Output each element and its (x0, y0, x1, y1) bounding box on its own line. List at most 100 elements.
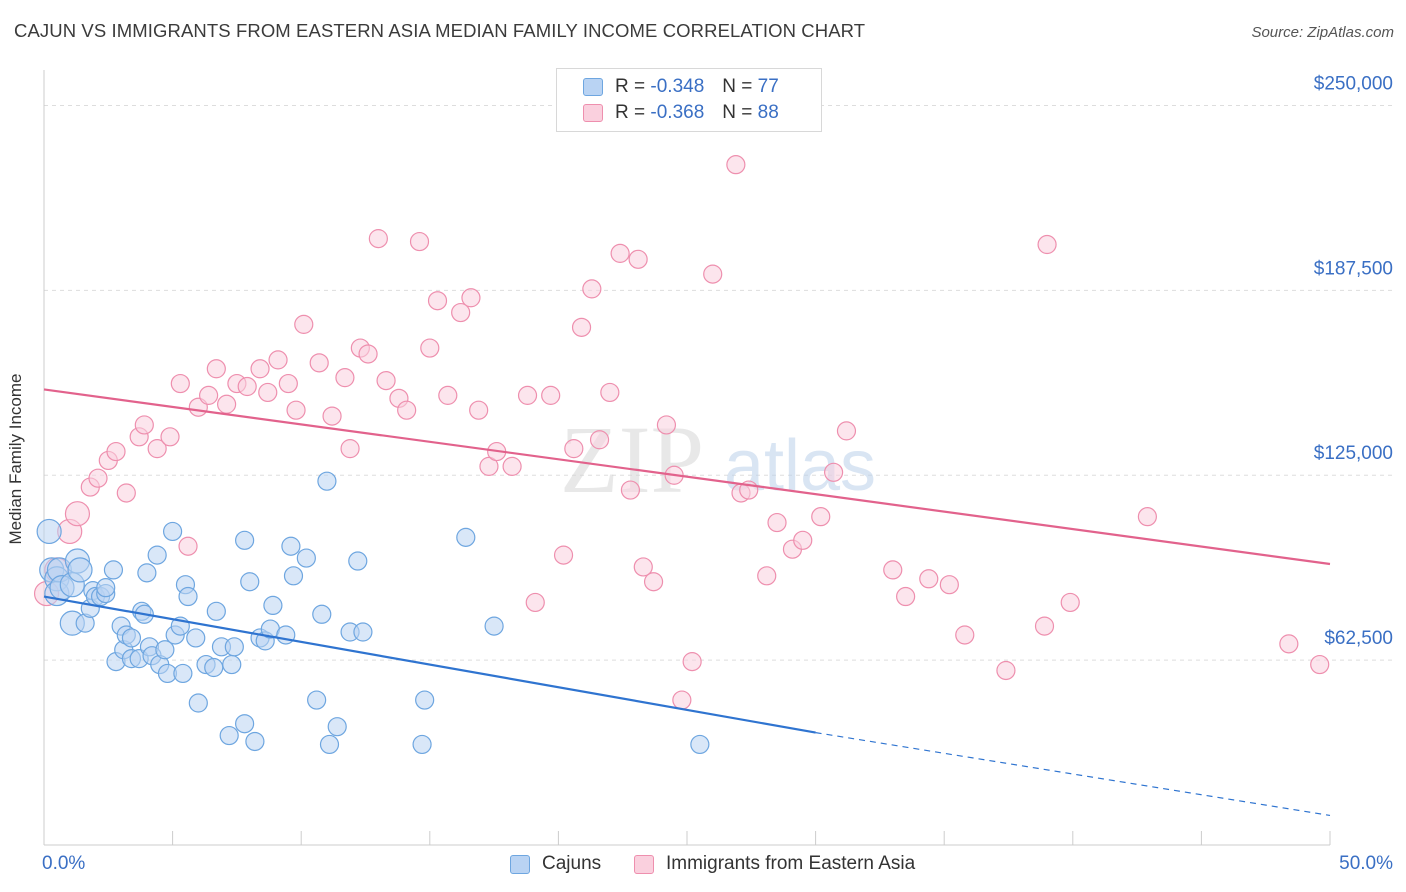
immigrants-point (278, 373, 298, 394)
legend-n-value: 88 (757, 102, 779, 123)
immigrants-point (1037, 234, 1057, 255)
cajuns-point (103, 560, 124, 580)
cajuns-point (188, 693, 208, 713)
immigrants-point (106, 441, 126, 462)
immigrants-point (88, 468, 108, 488)
immigrants-point (703, 264, 723, 284)
immigrants-point (896, 586, 916, 607)
immigrants-point (309, 353, 329, 373)
cajuns-point (178, 586, 198, 607)
immigrants-point (811, 507, 831, 527)
immigrants-point (600, 382, 620, 403)
y-tick-label-2: $187,500 (1314, 258, 1393, 279)
immigrants-point (656, 415, 677, 435)
cajuns-point (163, 521, 183, 542)
immigrants-point (397, 400, 417, 420)
legend-n-value: 77 (757, 76, 779, 97)
immigrants-point (1060, 592, 1080, 613)
legend-swatch-blue (583, 78, 603, 96)
immigrants-point (206, 359, 226, 379)
immigrants-point (883, 560, 903, 580)
immigrants-point (217, 394, 237, 414)
immigrants-point (427, 291, 448, 311)
legend-swatch-pink (583, 104, 603, 122)
immigrants-point (1137, 507, 1157, 527)
cajuns-point (348, 551, 368, 571)
immigrants-point (767, 512, 787, 533)
cajuns-point (415, 690, 435, 710)
cajuns-point (412, 734, 432, 755)
immigrants-point (1034, 616, 1055, 636)
immigrants-point (643, 572, 664, 592)
immigrants-point (996, 660, 1016, 681)
legend-n-label: N = (722, 102, 753, 123)
cajuns-point (690, 734, 710, 755)
immigrants-point (502, 456, 522, 476)
immigrants-point (919, 569, 939, 589)
immigrants-point (525, 592, 545, 613)
cajuns-point (173, 663, 193, 684)
immigrants-point (250, 359, 270, 379)
tick-labels: $62,500 $125,000 $187,500 $250,000 0.0% 50.0% (42, 73, 1393, 874)
cajuns-point (317, 471, 337, 491)
bottom-legend-swatch-blue (510, 854, 530, 874)
immigrants-point (199, 385, 219, 405)
cajuns-point (245, 731, 265, 752)
cajuns-point (36, 518, 62, 545)
immigrants-point (620, 480, 641, 500)
immigrants-point (672, 690, 692, 710)
immigrants-point (571, 317, 592, 337)
cajuns-point (204, 657, 224, 678)
cajuns-point (219, 725, 239, 746)
immigrants-point (1310, 654, 1330, 675)
immigrants-point (147, 439, 167, 459)
immigrants-point (757, 566, 777, 586)
immigrants-point (1279, 634, 1299, 654)
immigrants-point (409, 231, 430, 252)
cajuns-point (96, 578, 116, 598)
immigrants-point (286, 400, 306, 420)
trend-lines (43, 388, 1331, 817)
cajuns-point (222, 654, 242, 675)
immigrants-point (358, 344, 378, 364)
immigrants-point (268, 350, 288, 370)
legend-n-label: N = (722, 76, 753, 97)
cajuns-point (456, 527, 476, 547)
source-label: Source: ZipAtlas.com (1251, 24, 1394, 41)
cajuns-trend-line (43, 595, 816, 734)
cajuns-point (312, 604, 332, 624)
immigrants-point (553, 545, 574, 565)
bottom-legend-swatch-pink (634, 854, 654, 874)
immigrants-point (939, 575, 959, 595)
cajuns-point (235, 714, 255, 734)
immigrants-point (178, 536, 198, 556)
immigrants-point (340, 439, 360, 459)
legend-r-label: R = (615, 102, 646, 123)
cajuns-point (67, 557, 93, 583)
immigrants-point (836, 421, 857, 441)
immigrants-point (582, 279, 602, 299)
chart-title: CAJUN VS IMMIGRANTS FROM EASTERN ASIA ME… (14, 20, 866, 41)
cajuns-point (283, 566, 304, 586)
immigrants-point (589, 430, 610, 450)
immigrants-point (469, 400, 489, 420)
immigrants-point (517, 385, 538, 405)
bottom-legend-label-cajuns: Cajuns (542, 853, 602, 874)
y-tick-label-0: $62,500 (1324, 628, 1393, 649)
immigrants-point (322, 406, 342, 426)
cajuns-point (121, 628, 142, 648)
immigrants-point (461, 288, 481, 308)
immigrants-point (726, 155, 746, 175)
series-immigrants-points (33, 155, 1330, 710)
cajuns-point (353, 622, 373, 642)
immigrants-point (368, 229, 388, 249)
cajuns-point (296, 548, 316, 568)
immigrants-point (376, 370, 396, 391)
immigrants-point (564, 439, 584, 459)
legend: R = -0.348 N = 77 R = -0.368 N = 88 (556, 68, 822, 132)
immigrants-trend-line (43, 388, 1331, 566)
immigrants-point (541, 385, 561, 405)
cajuns-point (281, 536, 301, 556)
immigrants-point (682, 652, 702, 672)
legend-row-immigrants: R = -0.368 N = 88 (583, 101, 779, 125)
